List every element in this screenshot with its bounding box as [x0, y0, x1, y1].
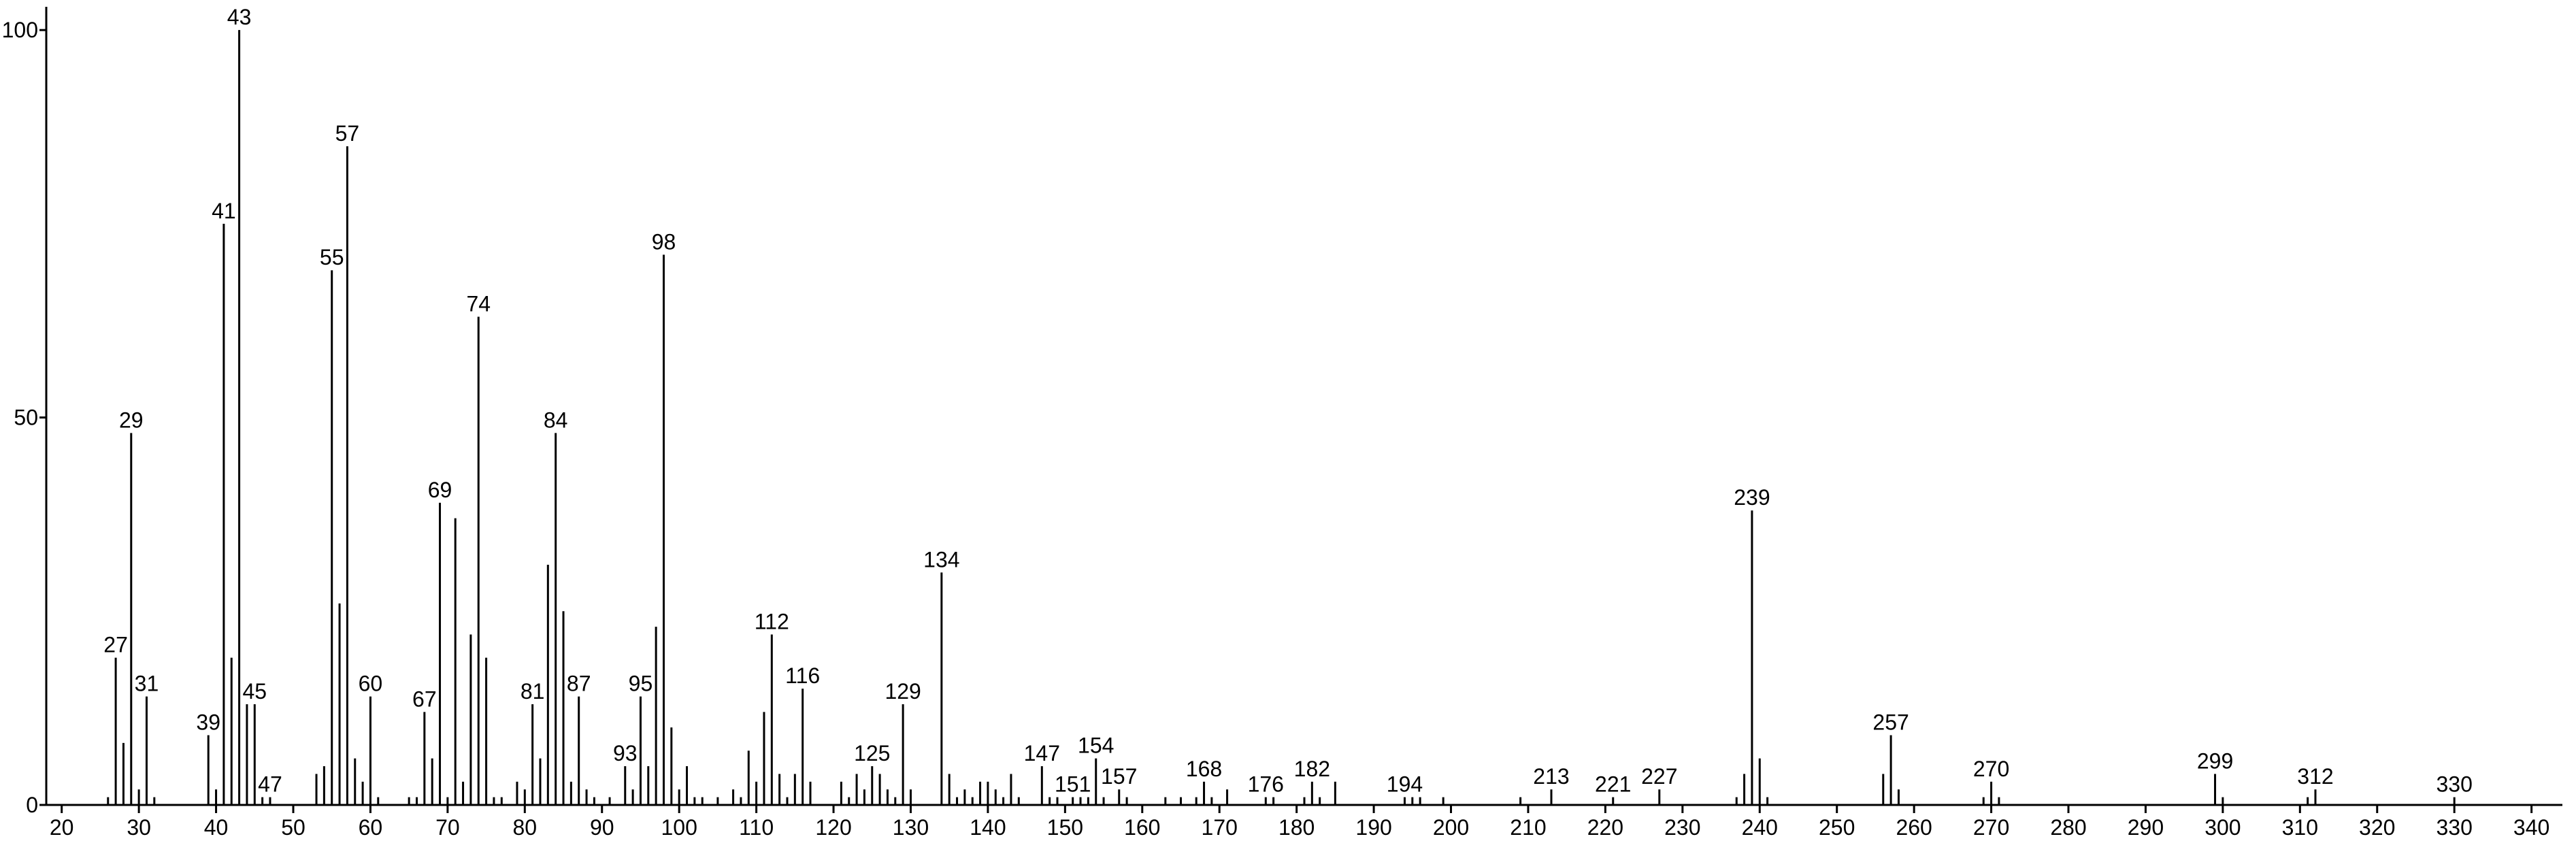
x-tick-label: 300: [2205, 815, 2241, 840]
peak-label: 213: [1533, 764, 1569, 789]
peak-label: 93: [613, 741, 638, 765]
x-tick-label: 290: [2128, 815, 2164, 840]
x-tick-label: 120: [815, 815, 851, 840]
peak-label: 299: [2197, 748, 2233, 773]
peak-label: 182: [1294, 757, 1330, 781]
x-tick-label: 80: [513, 815, 538, 840]
peak-label: 129: [885, 679, 921, 704]
x-tick-label: 90: [590, 815, 614, 840]
peak-label: 47: [258, 772, 282, 797]
peak-label: 270: [1973, 757, 2009, 781]
peak-label: 45: [242, 679, 267, 704]
peak-label: 87: [567, 672, 591, 696]
x-tick-label: 320: [2359, 815, 2395, 840]
x-tick-label: 200: [1433, 815, 1469, 840]
peak-label: 57: [335, 121, 360, 146]
peak-label: 27: [103, 633, 128, 657]
x-tick-label: 170: [1202, 815, 1238, 840]
peak-label: 39: [196, 710, 220, 735]
x-tick-label: 140: [970, 815, 1006, 840]
x-tick-label: 130: [893, 815, 929, 840]
peak-label: 157: [1101, 764, 1137, 789]
x-tick-label: 20: [50, 815, 74, 840]
x-tick-label: 60: [359, 815, 383, 840]
y-tick-label: 50: [14, 406, 38, 430]
x-tick-label: 190: [1355, 815, 1391, 840]
peak-label: 227: [1641, 764, 1677, 789]
x-tick-label: 310: [2282, 815, 2318, 840]
peak-label: 41: [212, 199, 236, 223]
peak-label: 74: [466, 292, 491, 316]
x-tick-label: 160: [1124, 815, 1160, 840]
x-tick-label: 260: [1896, 815, 1932, 840]
peak-label: 60: [359, 672, 383, 696]
peak-label: 29: [119, 408, 144, 432]
peak-label: 312: [2297, 764, 2333, 789]
x-tick-label: 220: [1587, 815, 1623, 840]
x-tick-label: 150: [1047, 815, 1083, 840]
peak-label: 257: [1872, 710, 1909, 735]
peak-label: 239: [1734, 485, 1770, 510]
peak-label: 98: [652, 229, 676, 254]
x-tick-label: 270: [1973, 815, 2009, 840]
peak-label: 330: [2436, 772, 2472, 797]
x-tick-label: 240: [1742, 815, 1778, 840]
peak-label: 151: [1055, 772, 1091, 797]
x-tick-label: 110: [739, 815, 774, 840]
x-tick-label: 210: [1510, 815, 1546, 840]
peak-label: 221: [1595, 772, 1631, 797]
peak-label: 31: [135, 672, 159, 696]
peak-label: 81: [521, 679, 545, 704]
peak-label: 168: [1186, 757, 1222, 781]
peak-label: 43: [227, 5, 252, 29]
x-tick-label: 330: [2436, 815, 2472, 840]
x-tick-label: 250: [1819, 815, 1855, 840]
x-tick-label: 280: [2050, 815, 2086, 840]
x-tick-label: 30: [127, 815, 151, 840]
peak-label: 112: [755, 609, 789, 633]
peak-label: 69: [428, 478, 452, 502]
peak-label: 147: [1024, 741, 1060, 765]
peak-label: 176: [1248, 772, 1284, 797]
x-tick-label: 50: [281, 815, 306, 840]
y-tick-label: 0: [26, 793, 38, 817]
x-tick-label: 40: [204, 815, 229, 840]
x-tick-label: 340: [2513, 815, 2549, 840]
peak-label: 116: [785, 663, 820, 688]
x-tick-label: 180: [1278, 815, 1315, 840]
y-tick-label: 100: [2, 18, 38, 42]
peak-label: 84: [544, 408, 568, 432]
peak-label: 55: [320, 245, 344, 269]
peak-label: 154: [1078, 733, 1114, 758]
peak-label: 134: [923, 547, 959, 572]
peak-label: 194: [1387, 772, 1423, 797]
x-tick-label: 100: [661, 815, 697, 840]
x-tick-label: 70: [435, 815, 460, 840]
peak-label: 67: [412, 687, 437, 711]
x-tick-label: 230: [1664, 815, 1700, 840]
peak-label: 95: [629, 672, 653, 696]
peak-label: 125: [854, 741, 890, 765]
